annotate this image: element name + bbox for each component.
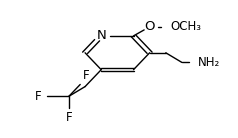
Text: F: F <box>83 69 89 82</box>
Text: NH₂: NH₂ <box>198 56 220 69</box>
Text: F: F <box>66 111 72 124</box>
Text: OCH₃: OCH₃ <box>170 20 201 33</box>
Text: O: O <box>144 20 155 33</box>
Text: F: F <box>35 90 41 103</box>
Text: N: N <box>96 29 106 42</box>
